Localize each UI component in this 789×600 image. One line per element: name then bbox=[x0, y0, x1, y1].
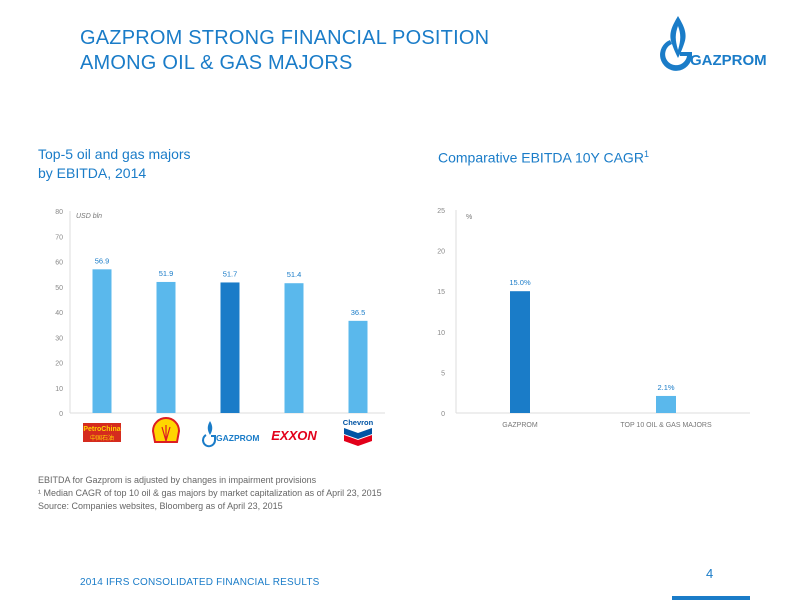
flame-icon bbox=[670, 16, 686, 58]
y-tick-label: 20 bbox=[55, 361, 63, 368]
cagr-bar-chart: 0 5 10 15 20 25% 15.0% 2.1% GAZPROM TOP 10 OIL & … bbox=[437, 208, 750, 429]
petrochina-logo-text: PetroChina bbox=[83, 426, 120, 433]
chart2-title: Comparative EBITDA 10Y CAGR1 bbox=[438, 145, 738, 168]
chart2-title-sup: 1 bbox=[643, 149, 649, 159]
logo-wordmark: GAZPROM bbox=[690, 52, 767, 69]
y-unit-label: % bbox=[466, 214, 472, 221]
footnote-2: ¹ Median CAGR of top 10 oil & gas majors… bbox=[38, 488, 382, 498]
chevron-logo-blue-chevron bbox=[344, 428, 372, 439]
bar-top-10-oil-gas-majors bbox=[656, 395, 676, 413]
chevron-logo-red-chevron bbox=[344, 435, 372, 446]
data-label: 36.5 bbox=[351, 308, 366, 317]
y-unit-label: USD bln bbox=[76, 213, 102, 220]
footnote-1: EBITDA for Gazprom is adjusted by change… bbox=[38, 475, 317, 485]
y-tick-label: 80 bbox=[55, 209, 63, 216]
bar-chevron bbox=[348, 320, 368, 413]
bar-gazprom bbox=[510, 291, 530, 413]
data-label: 51.7 bbox=[223, 269, 238, 278]
shell-logo bbox=[151, 417, 181, 443]
x-category-label: GAZPROM bbox=[502, 422, 538, 429]
chart1-title-line1: Top-5 oil and gas majors bbox=[38, 146, 191, 162]
y-tick-label: 10 bbox=[55, 386, 63, 393]
y-tick-label: 40 bbox=[55, 310, 63, 317]
petrochina-logo-bg bbox=[83, 423, 121, 442]
footnotes: EBITDA for Gazprom is adjusted by change… bbox=[38, 474, 382, 513]
petrochina-logo-chinese: 中国石油 bbox=[90, 434, 114, 442]
logo-g-icon bbox=[660, 40, 692, 71]
data-label: 56.9 bbox=[95, 256, 110, 265]
chevron-logo: Chevron bbox=[343, 418, 374, 446]
chart1-title: Top-5 oil and gas majors by EBITDA, 2014 bbox=[38, 145, 298, 183]
y-tick-label: 0 bbox=[59, 411, 63, 418]
y-tick-label: 20 bbox=[437, 249, 445, 256]
bar-petrochina bbox=[92, 269, 112, 413]
page-title-line1: GAZPROM STRONG FINANCIAL POSITION bbox=[80, 27, 490, 49]
exxon-logo-text: EXXON bbox=[271, 428, 317, 443]
y-tick-label: 60 bbox=[55, 260, 63, 267]
data-label: 51.9 bbox=[159, 269, 174, 278]
y-tick-label: 5 bbox=[441, 370, 445, 377]
data-label: 2.1% bbox=[657, 383, 674, 392]
gazprom-small-flame-icon bbox=[207, 421, 213, 435]
data-label: 15.0% bbox=[509, 278, 531, 287]
gazprom-small-g-icon bbox=[202, 434, 217, 448]
ebitda-bar-chart: 0 10 20 30 40 50 60 70 80 USD bln 56.9 51.9 51.7 51.4… bbox=[55, 209, 385, 448]
y-tick-label: 30 bbox=[55, 335, 63, 342]
y-tick-label: 15 bbox=[437, 289, 445, 296]
y-tick-label: 50 bbox=[55, 285, 63, 292]
bar-shell bbox=[156, 281, 176, 413]
footnote-3: Source: Companies websites, Bloomberg as… bbox=[38, 501, 283, 511]
y-tick-label: 0 bbox=[441, 411, 445, 418]
gazprom-logo: GAZPROM bbox=[660, 16, 767, 71]
bar-exxon bbox=[284, 283, 304, 413]
x-category-label: TOP 10 OIL & GAS MAJORS bbox=[620, 422, 712, 429]
page-title: GAZPROM STRONG FINANCIAL POSITION AMONG … bbox=[80, 26, 489, 76]
page-accent-bar bbox=[672, 596, 750, 600]
footer-text: 2014 IFRS CONSOLIDATED FINANCIAL RESULTS bbox=[80, 577, 320, 588]
gazprom-small-logo: GAZPROM bbox=[202, 421, 259, 448]
exxon-logo: EXXON bbox=[271, 428, 317, 443]
gazprom-small-text: GAZPROM bbox=[216, 433, 259, 443]
y-tick-label: 25 bbox=[437, 208, 445, 215]
chevron-logo-text: Chevron bbox=[343, 418, 374, 427]
shell-logo-ribs bbox=[161, 425, 171, 442]
page-number: 4 bbox=[706, 566, 714, 581]
page-title-line2: AMONG OIL & GAS MAJORS bbox=[80, 52, 353, 74]
chart1-title-line2: by EBITDA, 2014 bbox=[38, 165, 147, 181]
y-tick-label: 10 bbox=[437, 330, 445, 337]
y-tick-label: 70 bbox=[55, 234, 63, 241]
bar-gazprom bbox=[220, 282, 240, 413]
chart2-title-text: Comparative EBITDA 10Y CAGR bbox=[438, 149, 644, 166]
data-label: 51.4 bbox=[287, 270, 302, 279]
